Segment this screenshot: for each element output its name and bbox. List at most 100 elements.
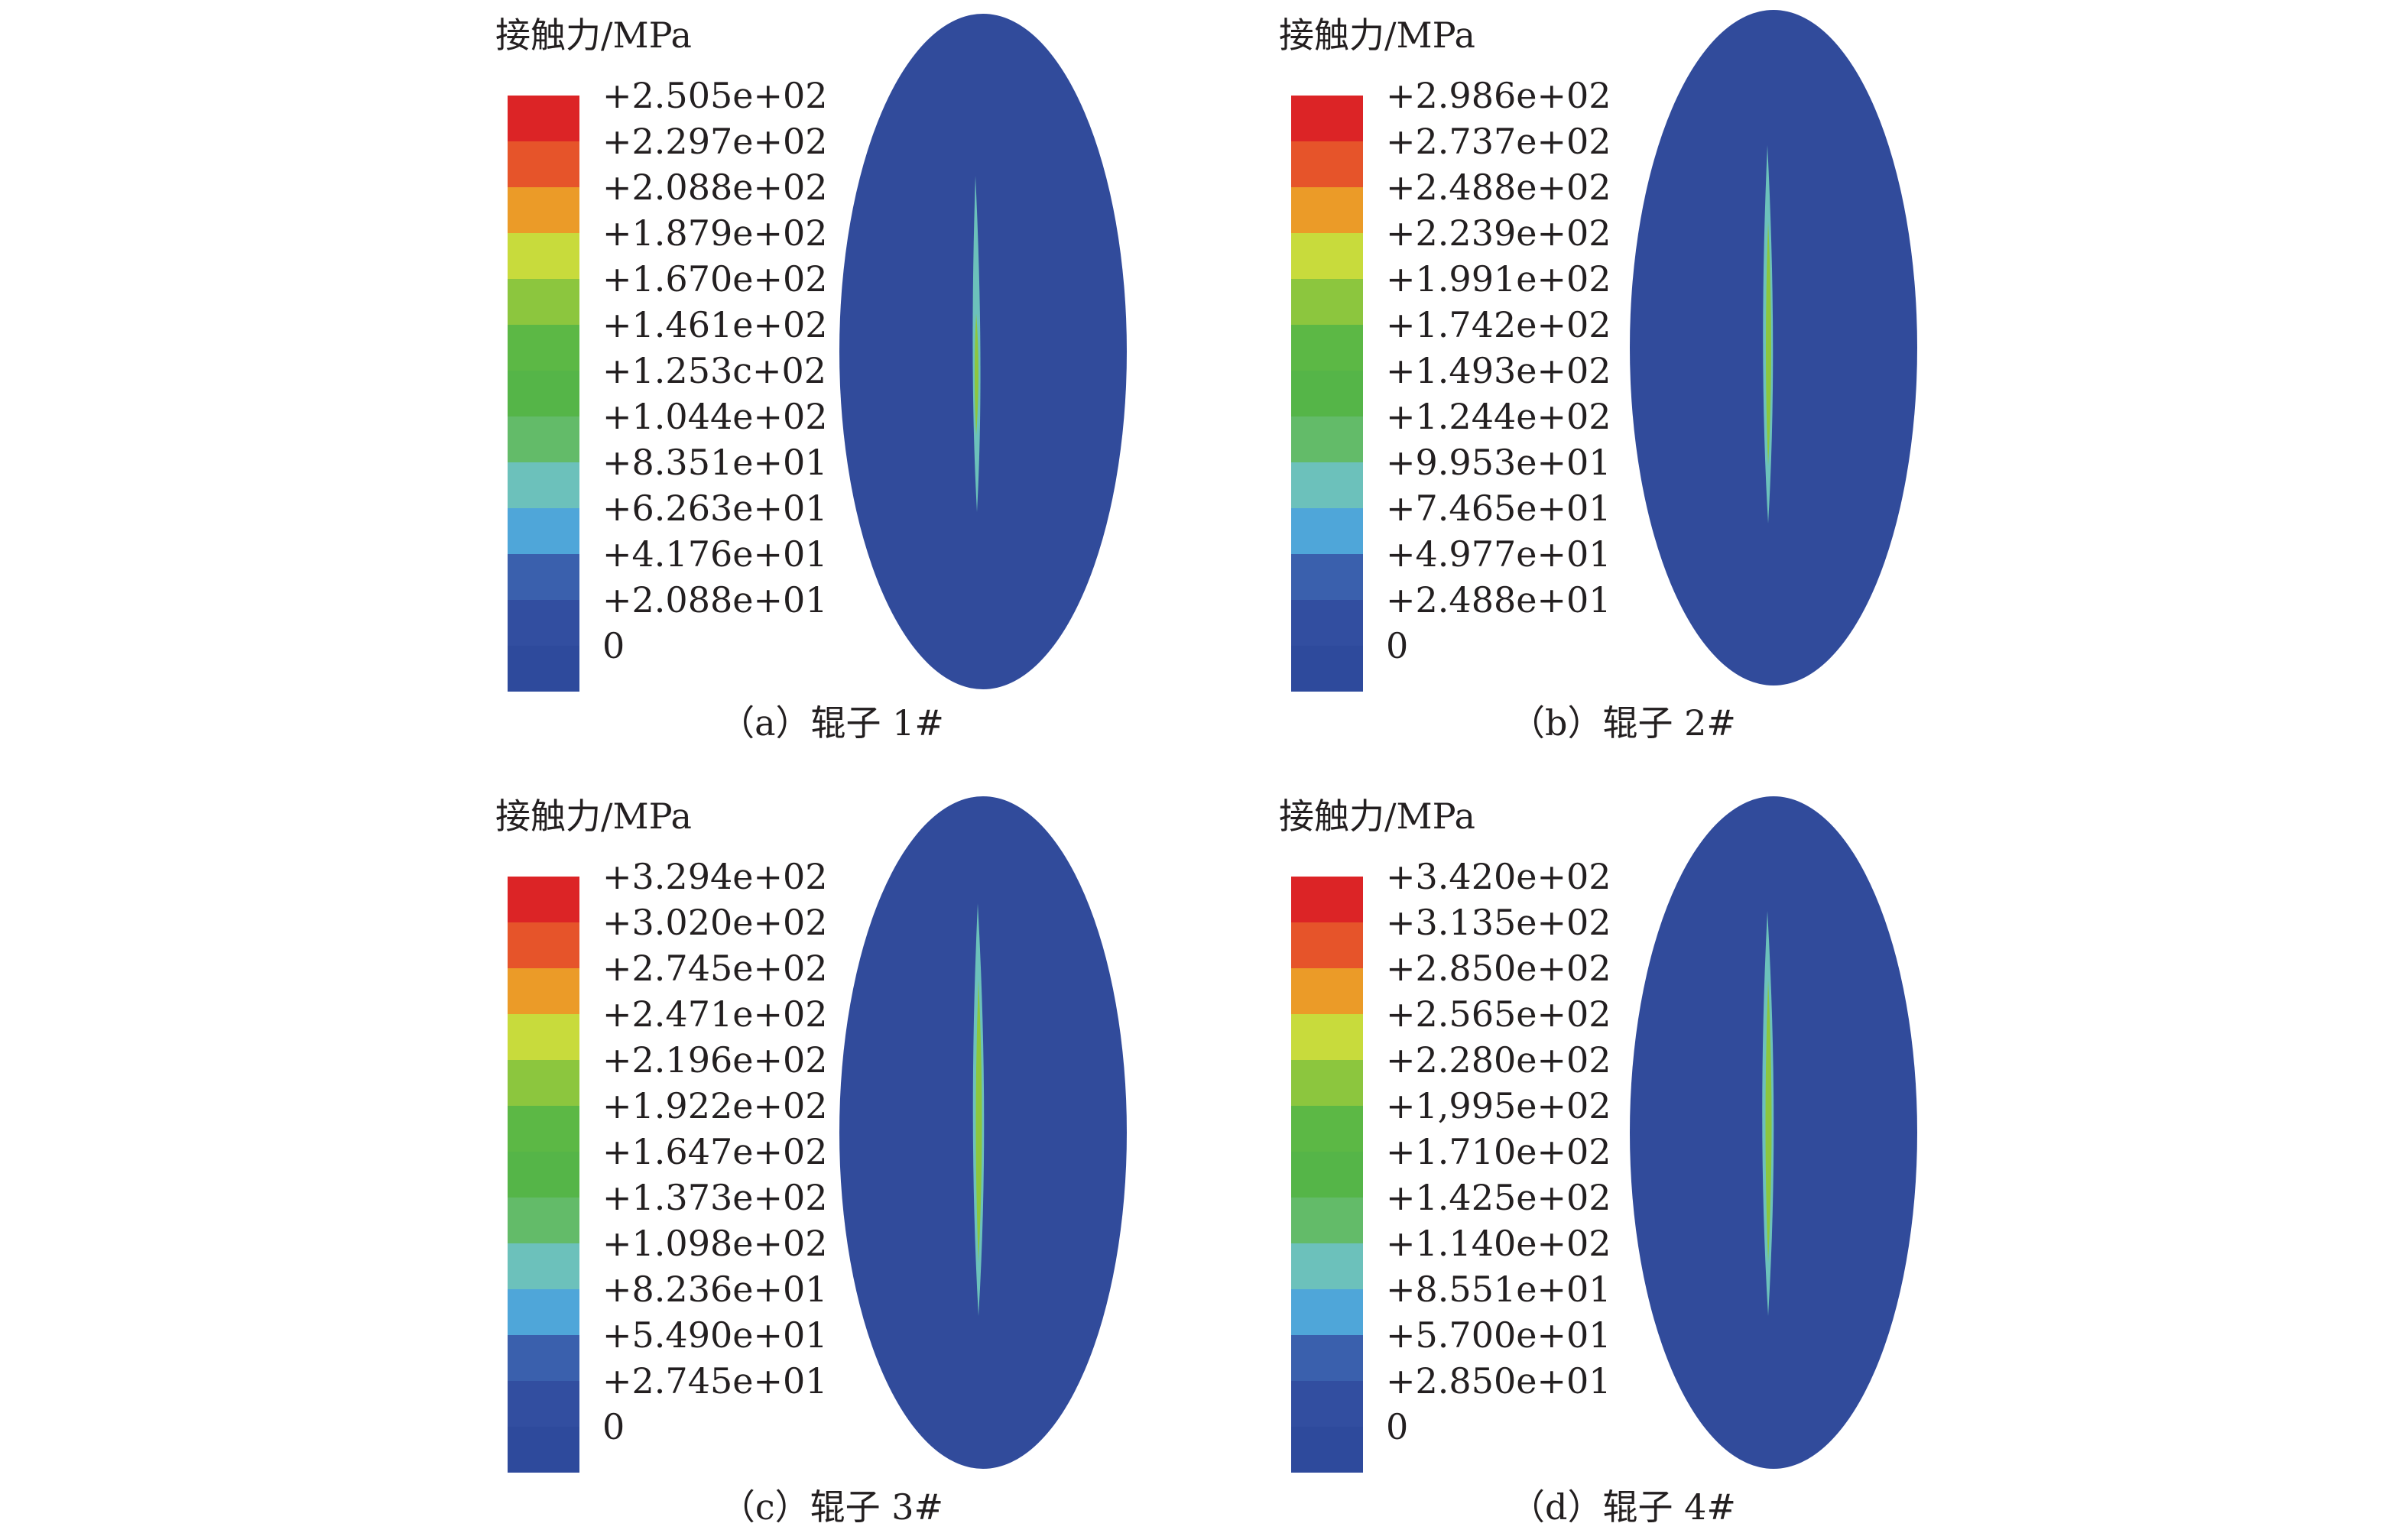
contact-stripe-core: [1765, 980, 1772, 1262]
legend-value-label: +2.850e+01: [1386, 1360, 1611, 1402]
panel-caption: （c）辊子 3#: [719, 1486, 944, 1528]
legend-value-label: +3.420e+02: [1386, 856, 1611, 897]
legend-color-block: [1291, 922, 1363, 968]
legend-value-label: +2.745e+01: [602, 1360, 828, 1402]
legend-color-block: [508, 416, 579, 462]
legend-value-label: +8.236e+01: [602, 1269, 828, 1310]
legend-value-label: +8.551e+01: [1386, 1269, 1611, 1310]
legend-value-label: +2.280e+02: [1386, 1039, 1611, 1081]
legend-color-block: [508, 968, 579, 1014]
legend-color-block: [1291, 233, 1363, 279]
panel-d: 接触力/MPa （d）辊子 4# +3.420e+02 +3.135e+02 +2.…: [1279, 789, 2059, 1528]
legend-value-label: +2.488e+01: [1386, 579, 1611, 621]
legend-color-block: [1291, 325, 1363, 371]
legend-value-label: 0: [1386, 625, 1409, 666]
legend-color-block: [1291, 1381, 1363, 1427]
legend-value-label: +1.647e+02: [602, 1131, 828, 1172]
legend-value-label: +2.471e+02: [602, 993, 828, 1035]
legend-value-label: +1.425e+02: [1386, 1177, 1611, 1218]
legend-value-label: +1,995e+02: [1386, 1085, 1611, 1126]
legend-color-block: [1291, 1106, 1363, 1152]
legend-color-block: [1291, 416, 1363, 462]
legend-color-block: [1291, 1427, 1363, 1473]
legend-value-label: +2.239e+02: [1386, 212, 1611, 254]
legend-color-block: [508, 554, 579, 600]
contact-ellipse: [839, 14, 1127, 689]
legend-color-block: [508, 325, 579, 371]
legend-color-block: [508, 233, 579, 279]
contact-stripe-core: [975, 313, 978, 436]
panel-c: 接触力/MPa （c）辊子 3# +3.294e+02 +3.020e+02 +2.…: [495, 789, 1275, 1528]
panel-b: 接触力/MPa （b）辊子 2# +2.986e+02 +2.737e+02 +2.…: [1279, 8, 2059, 744]
legend-color-block: [508, 646, 579, 692]
legend-color-block: [1291, 1243, 1363, 1289]
legend-value-label: +2.850e+02: [1386, 948, 1611, 989]
legend-value-label: +1.244e+02: [1386, 396, 1611, 437]
unit-title: 接触力/MPa: [1279, 15, 1475, 56]
legend-color-block: [508, 922, 579, 968]
legend-value-label: +1.044e+02: [602, 396, 828, 437]
legend-color-block: [508, 141, 579, 187]
legend-value-label: +2.297e+02: [602, 121, 828, 162]
legend-value-label: +1.879e+02: [602, 212, 828, 254]
legend-value-label: +2.488e+02: [1386, 167, 1611, 208]
legend-color-block: [1291, 1060, 1363, 1106]
legend-color-block: [1291, 141, 1363, 187]
legend-color-block: [508, 279, 579, 325]
legend-color-block: [1291, 1014, 1363, 1060]
legend-color-block: [508, 1060, 579, 1106]
unit-title: 接触力/MPa: [495, 796, 692, 837]
legend-value-label: +2.737e+02: [1386, 121, 1611, 162]
legend-color-block: [1291, 187, 1363, 233]
contact-ellipse: [1630, 10, 1917, 685]
legend-value-label: 0: [602, 625, 625, 666]
contact-patch-plot: [839, 14, 1127, 689]
legend-value-label: +4.977e+01: [1386, 533, 1611, 575]
legend-value-label: +1.098e+02: [602, 1223, 828, 1264]
legend-color-block: [508, 1381, 579, 1427]
panel-caption: （b）辊子 2#: [1510, 702, 1736, 744]
legend-value-label: +2.196e+02: [602, 1039, 828, 1081]
legend-color-block: [1291, 1289, 1363, 1335]
panel-a: 接触力/MPa （a）辊子 1# +2.505e+02 +2.297e+02 +2.…: [495, 8, 1275, 744]
legend-value-label: 0: [1386, 1406, 1409, 1447]
legend-color-block: [1291, 1335, 1363, 1381]
contact-patch-plot: [1630, 10, 1917, 685]
legend-color-block: [508, 96, 579, 141]
legend-value-label: +5.700e+01: [1386, 1314, 1611, 1356]
legend-color-block: [1291, 877, 1363, 922]
panel-caption: （a）辊子 1#: [719, 702, 944, 744]
legend-value-label: +3.020e+02: [602, 902, 828, 943]
contact-stripe-core: [975, 980, 982, 1262]
legend-value-label: +1.991e+02: [1386, 258, 1611, 300]
legend-color-block: [1291, 279, 1363, 325]
legend-value-label: +4.176e+01: [602, 533, 828, 575]
legend-color-block: [508, 508, 579, 554]
legend-color-block: [508, 371, 579, 416]
legend-value-label: +2.088e+01: [602, 579, 828, 621]
legend-value-label: 0: [602, 1406, 625, 1447]
legend-color-block: [1291, 1198, 1363, 1243]
legend-color-block: [508, 1243, 579, 1289]
unit-title: 接触力/MPa: [495, 15, 692, 56]
legend-value-label: +3.135e+02: [1386, 902, 1611, 943]
legend-color-block: [508, 877, 579, 922]
legend-color-block: [1291, 600, 1363, 646]
legend-value-label: +1.140e+02: [1386, 1223, 1611, 1264]
legend-value-label: +2.505e+02: [602, 75, 828, 116]
legend-value-label: +6.263e+01: [602, 488, 828, 529]
legend-color-block: [508, 187, 579, 233]
legend-value-label: +1.493e+02: [1386, 350, 1611, 391]
legend-value-label: +8.351e+01: [602, 442, 828, 483]
legend-color-block: [508, 462, 579, 508]
contact-patch-plot: [1630, 796, 1917, 1469]
legend-value-label: +2.565e+02: [1386, 993, 1611, 1035]
legend-value-label: +1.742e+02: [1386, 304, 1611, 345]
contact-patch-plot: [839, 796, 1127, 1469]
legend-color-block: [508, 1014, 579, 1060]
legend-color-block: [508, 1427, 579, 1473]
legend-value-label: +7.465e+01: [1386, 488, 1611, 529]
legend-value-label: +9.953e+01: [1386, 442, 1611, 483]
legend-color-block: [508, 1289, 579, 1335]
legend-color-block: [508, 1335, 579, 1381]
